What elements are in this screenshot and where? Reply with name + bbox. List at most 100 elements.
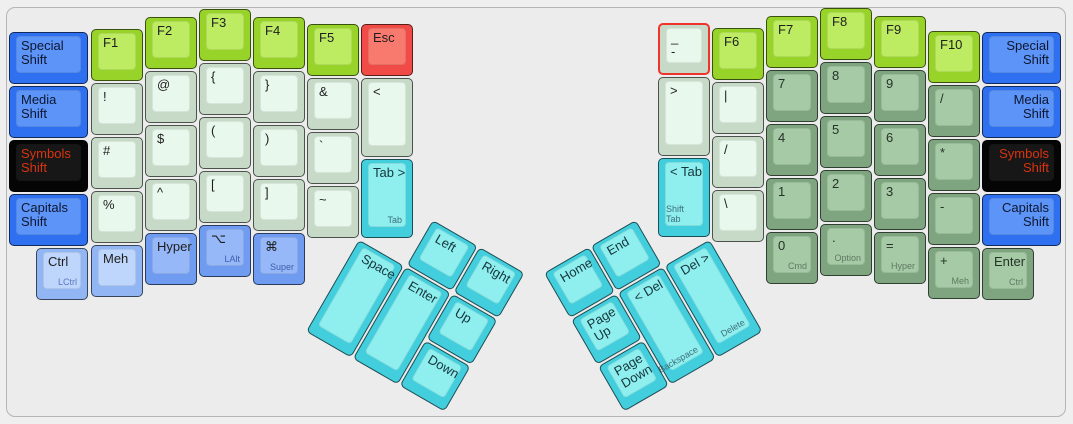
key-legend: /	[940, 91, 944, 106]
key-legend: {	[211, 69, 216, 84]
key-greater-than[interactable]: >	[658, 77, 710, 156]
key-minus[interactable]: -	[928, 193, 980, 245]
key-media-shift-left[interactable]: Media Shift	[9, 86, 88, 138]
key-ampersand[interactable]: &	[307, 78, 359, 130]
key-legend: < Del	[631, 276, 666, 305]
keycap-surface: ~	[314, 190, 352, 227]
keycap-surface: /	[935, 89, 973, 126]
keycap-surface: < Tab Shift Tab	[665, 162, 703, 226]
key-legend: |	[724, 88, 728, 103]
key-lctrl[interactable]: Ctrl LCtrl	[36, 248, 88, 300]
key-legend: Meh	[103, 251, 129, 266]
key-legend: ^	[157, 185, 164, 200]
key-special-shift-left[interactable]: Special Shift	[9, 32, 88, 84]
key-caret[interactable]: ^	[145, 179, 197, 231]
key-legend: ~	[319, 192, 327, 207]
key-f2[interactable]: F2	[145, 17, 197, 69]
key-legend: =	[886, 238, 894, 253]
key-enter-right[interactable]: Enter Ctrl	[982, 248, 1034, 300]
key-lalt[interactable]: ⌥ LAlt	[199, 225, 251, 277]
key-slash-right[interactable]: /	[928, 85, 980, 137]
key-super[interactable]: ⌘ Super	[253, 233, 305, 285]
key-legend: F8	[832, 14, 848, 29]
key-hyper-left[interactable]: Hyper	[145, 233, 197, 285]
key-percent[interactable]: %	[91, 191, 143, 243]
key-tilde[interactable]: ~	[307, 186, 359, 238]
key-num-3[interactable]: 3	[874, 178, 926, 230]
key-less-than[interactable]: <	[361, 78, 413, 157]
keycap-surface: 4	[773, 128, 811, 165]
keycap-surface: ⌥ LAlt	[206, 229, 244, 266]
key-num-0[interactable]: 0 Cmd	[766, 232, 818, 284]
keycap-surface: + Meh	[935, 251, 973, 288]
key-exclamation[interactable]: !	[91, 83, 143, 135]
key-num-8[interactable]: 8	[820, 62, 872, 114]
key-legend: [	[211, 177, 215, 192]
keycap-surface: Esc	[368, 28, 406, 65]
key-num-9[interactable]: 9	[874, 70, 926, 122]
key-plus[interactable]: + Meh	[928, 247, 980, 299]
key-pipe[interactable]: |	[712, 82, 764, 134]
key-capitals-shift-right[interactable]: Capitals Shift	[982, 194, 1061, 246]
key-num-4[interactable]: 4	[766, 124, 818, 176]
key-esc[interactable]: Esc	[361, 24, 413, 76]
key-open-paren[interactable]: (	[199, 117, 251, 169]
key-media-shift-right[interactable]: Media Shift	[982, 86, 1061, 138]
key-backtick[interactable]: `	[307, 132, 359, 184]
key-legend: 0	[778, 238, 786, 253]
key-backslash[interactable]: \	[712, 190, 764, 242]
key-f4[interactable]: F4	[253, 17, 305, 69]
key-legend: Special Shift	[1006, 38, 1049, 67]
key-legend: @	[157, 77, 171, 92]
key-close-paren[interactable]: )	[253, 125, 305, 177]
key-slash-inner[interactable]: /	[712, 136, 764, 188]
key-special-shift-right[interactable]: Special Shift	[982, 32, 1061, 84]
key-f1[interactable]: F1	[91, 29, 143, 81]
key-f10[interactable]: F10	[928, 31, 980, 83]
key-legend: &	[319, 84, 328, 99]
key-f5[interactable]: F5	[307, 24, 359, 76]
key-num-6[interactable]: 6	[874, 124, 926, 176]
key-sublegend: Ctrl	[1009, 277, 1023, 287]
key-f6[interactable]: F6	[712, 28, 764, 80]
key-num-1[interactable]: 1	[766, 178, 818, 230]
key-close-bracket[interactable]: ]	[253, 179, 305, 231]
key-tab[interactable]: Tab > Tab	[361, 159, 413, 238]
key-open-brace[interactable]: {	[199, 63, 251, 115]
key-f9[interactable]: F9	[874, 16, 926, 68]
key-at[interactable]: @	[145, 71, 197, 123]
key-equals[interactable]: = Hyper	[874, 232, 926, 284]
key-open-bracket[interactable]: [	[199, 171, 251, 223]
key-sublegend: Tab	[387, 215, 402, 225]
key-num-7[interactable]: 7	[766, 70, 818, 122]
keycap-surface: }	[260, 75, 298, 112]
key-sublegend: Shift Tab	[666, 204, 685, 224]
key-symbols-shift-left[interactable]: Symbols Shift	[9, 140, 88, 192]
key-legend: Ctrl	[48, 254, 69, 269]
key-symbols-shift-right[interactable]: Symbols Shift	[982, 140, 1061, 192]
keycap-surface: 3	[881, 182, 919, 219]
key-legend: Page Down	[611, 350, 655, 391]
key-num-5[interactable]: 5	[820, 116, 872, 168]
key-period[interactable]: . Option	[820, 224, 872, 276]
key-shift-tab[interactable]: < Tab Shift Tab	[658, 158, 710, 237]
key-underscore-dash[interactable]: _ -	[658, 23, 710, 75]
keycap-surface: 8	[827, 66, 865, 103]
key-close-brace[interactable]: }	[253, 71, 305, 123]
key-sublegend: Super	[269, 262, 294, 272]
key-asterisk[interactable]: *	[928, 139, 980, 191]
key-meh-left[interactable]: Meh	[91, 245, 143, 297]
key-num-2[interactable]: 2	[820, 170, 872, 222]
key-legend: <	[373, 84, 381, 99]
key-f8[interactable]: F8	[820, 8, 872, 60]
key-f3[interactable]: F3	[199, 9, 251, 61]
key-capitals-shift-left[interactable]: Capitals Shift	[9, 194, 88, 246]
keycap-surface: Media Shift	[989, 90, 1054, 127]
key-f7[interactable]: F7	[766, 16, 818, 68]
keycap-surface: 6	[881, 128, 919, 165]
key-legend: Hyper	[157, 239, 192, 254]
key-hash[interactable]: #	[91, 137, 143, 189]
keycap-surface: -	[935, 197, 973, 234]
key-dollar[interactable]: $	[145, 125, 197, 177]
